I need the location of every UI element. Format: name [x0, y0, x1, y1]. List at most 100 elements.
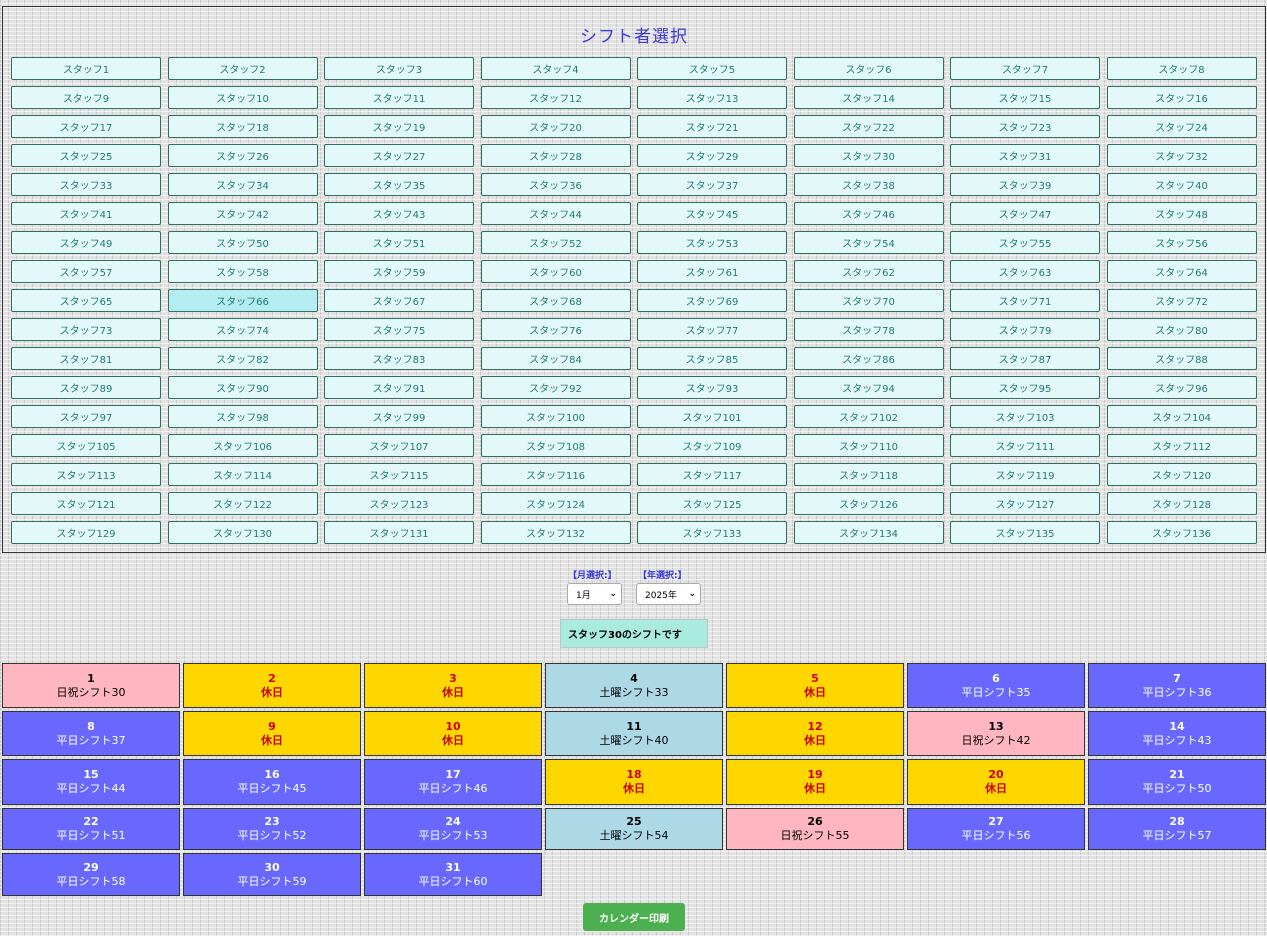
- staff-button[interactable]: スタッフ21: [637, 115, 787, 138]
- staff-button[interactable]: スタッフ43: [324, 202, 474, 225]
- staff-button[interactable]: スタッフ63: [950, 260, 1100, 283]
- staff-button[interactable]: スタッフ80: [1106, 318, 1257, 341]
- staff-button[interactable]: スタッフ88: [1106, 347, 1257, 370]
- staff-button[interactable]: スタッフ5: [637, 57, 787, 80]
- staff-button[interactable]: スタッフ73: [11, 318, 161, 341]
- staff-button[interactable]: スタッフ128: [1106, 492, 1257, 515]
- staff-button[interactable]: スタッフ20: [480, 115, 631, 138]
- staff-button[interactable]: スタッフ78: [793, 318, 944, 341]
- staff-button[interactable]: スタッフ7: [950, 57, 1100, 80]
- staff-button[interactable]: スタッフ116: [480, 463, 631, 486]
- staff-button[interactable]: スタッフ14: [793, 86, 944, 109]
- staff-button[interactable]: スタッフ86: [793, 347, 944, 370]
- staff-button[interactable]: スタッフ3: [324, 57, 474, 80]
- staff-button[interactable]: スタッフ104: [1106, 405, 1257, 428]
- staff-button[interactable]: スタッフ100: [480, 405, 631, 428]
- staff-button[interactable]: スタッフ127: [950, 492, 1100, 515]
- staff-button[interactable]: スタッフ129: [11, 521, 161, 544]
- staff-button[interactable]: スタッフ23: [950, 115, 1100, 138]
- staff-button[interactable]: スタッフ132: [480, 521, 631, 544]
- staff-button[interactable]: スタッフ51: [324, 231, 474, 254]
- staff-button[interactable]: スタッフ13: [637, 86, 787, 109]
- staff-button[interactable]: スタッフ123: [324, 492, 474, 515]
- staff-button[interactable]: スタッフ110: [793, 434, 944, 457]
- staff-button[interactable]: スタッフ69: [637, 289, 787, 312]
- staff-button[interactable]: スタッフ120: [1106, 463, 1257, 486]
- staff-button[interactable]: スタッフ53: [637, 231, 787, 254]
- staff-button[interactable]: スタッフ136: [1106, 521, 1257, 544]
- staff-button[interactable]: スタッフ55: [950, 231, 1100, 254]
- staff-button[interactable]: スタッフ134: [793, 521, 944, 544]
- staff-button[interactable]: スタッフ52: [480, 231, 631, 254]
- staff-button[interactable]: スタッフ37: [637, 173, 787, 196]
- staff-button[interactable]: スタッフ87: [950, 347, 1100, 370]
- staff-button[interactable]: スタッフ49: [11, 231, 161, 254]
- staff-button[interactable]: スタッフ81: [11, 347, 161, 370]
- staff-button[interactable]: スタッフ124: [480, 492, 631, 515]
- staff-button[interactable]: スタッフ11: [324, 86, 474, 109]
- staff-button[interactable]: スタッフ16: [1106, 86, 1257, 109]
- staff-button[interactable]: スタッフ102: [793, 405, 944, 428]
- staff-button[interactable]: スタッフ42: [167, 202, 318, 225]
- staff-button[interactable]: スタッフ19: [324, 115, 474, 138]
- staff-button[interactable]: スタッフ84: [480, 347, 631, 370]
- staff-button[interactable]: スタッフ26: [167, 144, 318, 167]
- staff-button[interactable]: スタッフ44: [480, 202, 631, 225]
- staff-button[interactable]: スタッフ28: [480, 144, 631, 167]
- staff-button[interactable]: スタッフ67: [324, 289, 474, 312]
- staff-button[interactable]: スタッフ32: [1106, 144, 1257, 167]
- staff-button[interactable]: スタッフ97: [11, 405, 161, 428]
- staff-button[interactable]: スタッフ109: [637, 434, 787, 457]
- staff-button[interactable]: スタッフ111: [950, 434, 1100, 457]
- staff-button[interactable]: スタッフ106: [167, 434, 318, 457]
- staff-button[interactable]: スタッフ114: [167, 463, 318, 486]
- staff-button[interactable]: スタッフ34: [167, 173, 318, 196]
- staff-button[interactable]: スタッフ17: [11, 115, 161, 138]
- staff-button[interactable]: スタッフ22: [793, 115, 944, 138]
- staff-button[interactable]: スタッフ40: [1106, 173, 1257, 196]
- staff-button[interactable]: スタッフ25: [11, 144, 161, 167]
- staff-button[interactable]: スタッフ121: [11, 492, 161, 515]
- staff-button[interactable]: スタッフ130: [167, 521, 318, 544]
- staff-button[interactable]: スタッフ108: [480, 434, 631, 457]
- staff-button[interactable]: スタッフ30: [793, 144, 944, 167]
- staff-button[interactable]: スタッフ31: [950, 144, 1100, 167]
- staff-button[interactable]: スタッフ36: [480, 173, 631, 196]
- staff-button[interactable]: スタッフ2: [167, 57, 318, 80]
- staff-button[interactable]: スタッフ1: [11, 57, 161, 80]
- staff-button[interactable]: スタッフ41: [11, 202, 161, 225]
- staff-button[interactable]: スタッフ122: [167, 492, 318, 515]
- staff-button[interactable]: スタッフ61: [637, 260, 787, 283]
- staff-button[interactable]: スタッフ46: [793, 202, 944, 225]
- staff-button[interactable]: スタッフ57: [11, 260, 161, 283]
- staff-button[interactable]: スタッフ10: [167, 86, 318, 109]
- staff-button[interactable]: スタッフ66: [167, 289, 318, 312]
- staff-button[interactable]: スタッフ72: [1106, 289, 1257, 312]
- staff-button[interactable]: スタッフ96: [1106, 376, 1257, 399]
- staff-button[interactable]: スタッフ125: [637, 492, 787, 515]
- staff-button[interactable]: スタッフ48: [1106, 202, 1257, 225]
- staff-button[interactable]: スタッフ112: [1106, 434, 1257, 457]
- staff-button[interactable]: スタッフ79: [950, 318, 1100, 341]
- staff-button[interactable]: スタッフ90: [167, 376, 318, 399]
- staff-button[interactable]: スタッフ60: [480, 260, 631, 283]
- staff-button[interactable]: スタッフ58: [167, 260, 318, 283]
- staff-button[interactable]: スタッフ59: [324, 260, 474, 283]
- staff-button[interactable]: スタッフ103: [950, 405, 1100, 428]
- staff-button[interactable]: スタッフ50: [167, 231, 318, 254]
- staff-button[interactable]: スタッフ74: [167, 318, 318, 341]
- staff-button[interactable]: スタッフ101: [637, 405, 787, 428]
- staff-button[interactable]: スタッフ133: [637, 521, 787, 544]
- staff-button[interactable]: スタッフ105: [11, 434, 161, 457]
- staff-button[interactable]: スタッフ98: [167, 405, 318, 428]
- staff-button[interactable]: スタッフ12: [480, 86, 631, 109]
- staff-button[interactable]: スタッフ68: [480, 289, 631, 312]
- staff-button[interactable]: スタッフ91: [324, 376, 474, 399]
- staff-button[interactable]: スタッフ117: [637, 463, 787, 486]
- staff-button[interactable]: スタッフ6: [793, 57, 944, 80]
- staff-button[interactable]: スタッフ24: [1106, 115, 1257, 138]
- staff-button[interactable]: スタッフ75: [324, 318, 474, 341]
- year-select[interactable]: 2025年 ⌄: [636, 583, 701, 605]
- staff-button[interactable]: スタッフ56: [1106, 231, 1257, 254]
- staff-button[interactable]: スタッフ45: [637, 202, 787, 225]
